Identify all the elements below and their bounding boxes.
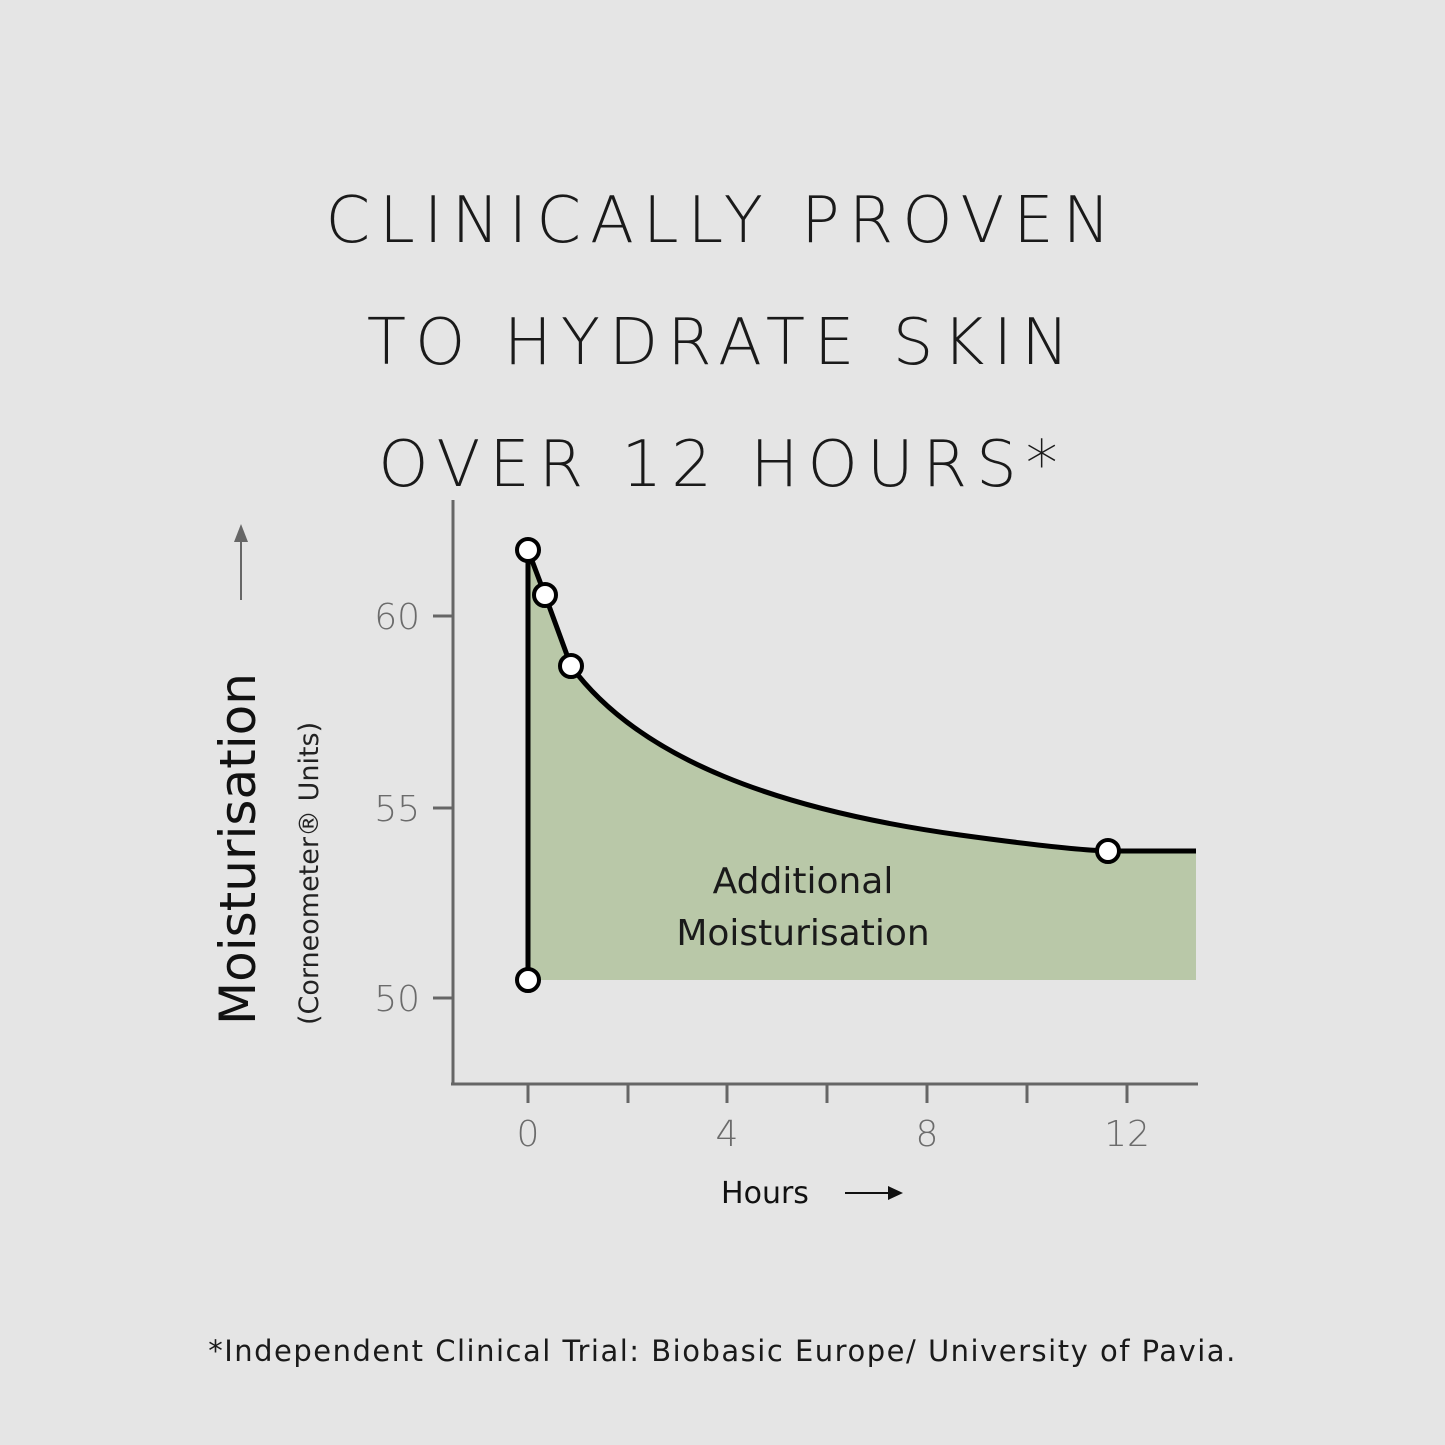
chart-title: CLINICALLY PROVEN TO HYDRATE SKIN OVER 1… bbox=[0, 160, 1445, 526]
title-line-1: CLINICALLY PROVEN bbox=[325, 184, 1120, 258]
y-axis-arrow-icon bbox=[234, 524, 248, 600]
x-axis-arrow-icon bbox=[845, 1186, 903, 1200]
data-point-early-1 bbox=[532, 582, 558, 608]
y-tick-label-60: 60 bbox=[374, 597, 420, 638]
data-markers bbox=[515, 537, 1121, 993]
y-axis bbox=[433, 500, 455, 1085]
footnote: *Independent Clinical Trial: Biobasic Eu… bbox=[208, 1334, 1237, 1368]
y-axis-label: Moisturisation bbox=[209, 673, 267, 1025]
x-axis-label: Hours bbox=[721, 1176, 809, 1211]
x-tick-label-12: 12 bbox=[1104, 1114, 1150, 1155]
title-line-3: OVER 12 HOURS* bbox=[378, 428, 1067, 502]
y-tick-label-55: 55 bbox=[374, 789, 420, 830]
y-axis-sublabel: (Corneometer® Units) bbox=[294, 722, 325, 1025]
data-point-12h bbox=[1095, 838, 1121, 864]
x-axis bbox=[451, 1082, 1198, 1103]
additional-moisturisation-area bbox=[528, 550, 1196, 980]
annotation-line-2: Moisturisation bbox=[676, 913, 929, 954]
data-point-baseline bbox=[515, 967, 541, 993]
annotation-line-1: Additional bbox=[713, 861, 894, 902]
data-point-0h-peak bbox=[515, 537, 541, 563]
x-tick-label-8: 8 bbox=[916, 1114, 939, 1155]
title-line-2: TO HYDRATE SKIN bbox=[366, 306, 1079, 380]
y-tick-label-50: 50 bbox=[374, 979, 420, 1020]
moisturisation-line bbox=[525, 547, 1196, 980]
data-point-early-2 bbox=[558, 653, 584, 679]
x-tick-label-0: 0 bbox=[517, 1114, 540, 1155]
x-tick-label-4: 4 bbox=[716, 1114, 739, 1155]
